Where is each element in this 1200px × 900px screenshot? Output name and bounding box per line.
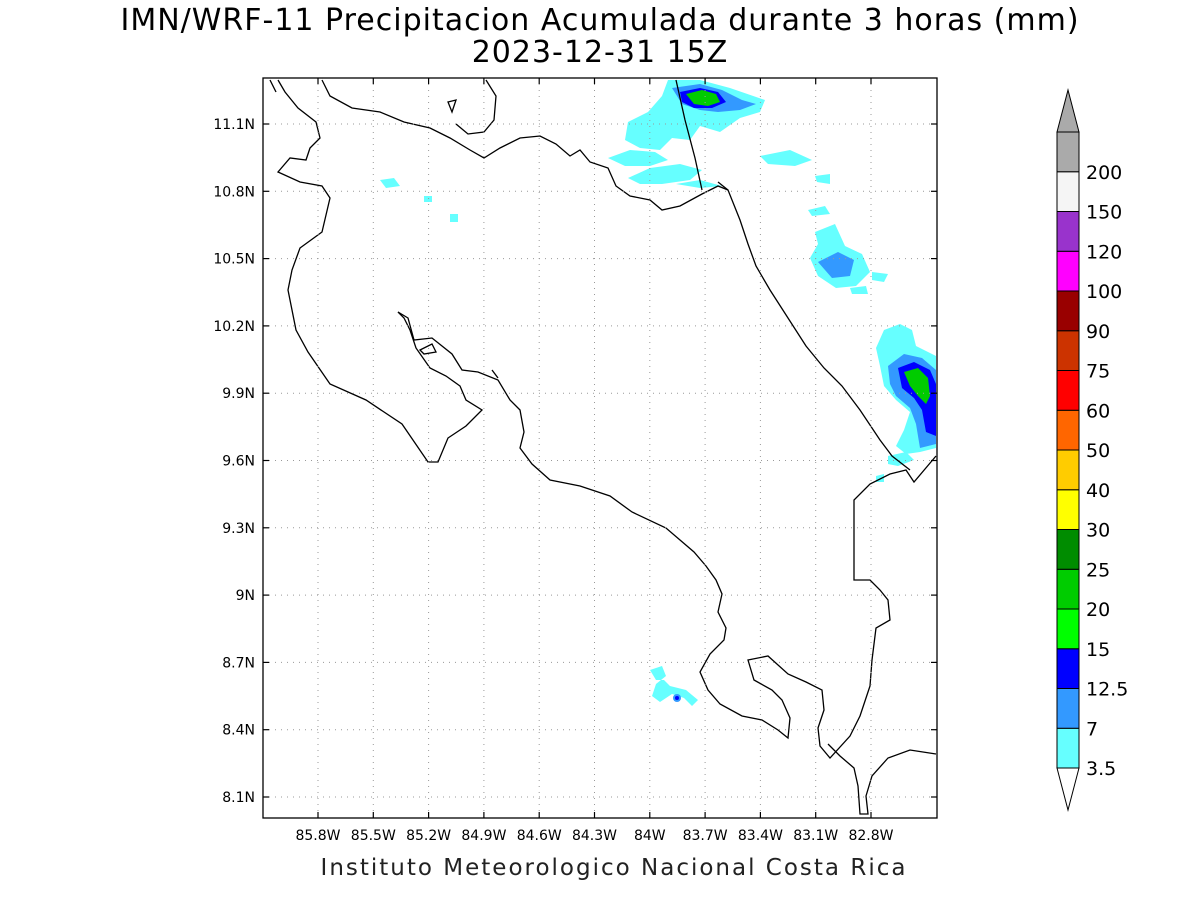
lon-tick-label: 83.1W bbox=[793, 828, 838, 844]
colorbar-lower-arrow bbox=[1056, 767, 1080, 812]
map-frame bbox=[262, 77, 938, 819]
rain-patch bbox=[850, 286, 868, 294]
colorbar-label: 75 bbox=[1086, 361, 1110, 383]
lat-tick-label: 8.7N bbox=[222, 655, 255, 671]
colorbar-label: 3.5 bbox=[1086, 758, 1116, 780]
colorbar-label: 50 bbox=[1086, 440, 1110, 462]
lat-tick-label: 9.6N bbox=[222, 454, 255, 470]
lon-tick-label: 84.6W bbox=[517, 828, 562, 844]
colorbar-swatch bbox=[1056, 290, 1080, 332]
lat-tick-label: 10.2N bbox=[213, 319, 255, 335]
lat-tick-label: 9N bbox=[236, 588, 255, 604]
rain-patch bbox=[450, 214, 458, 222]
lon-tick-label: 85.5W bbox=[351, 828, 396, 844]
rain-patch bbox=[760, 150, 812, 166]
grid-lines bbox=[263, 78, 937, 818]
map-axes: 85.8W 85.5W 85.2W 84.9W 84.6W 84.3W 84W 83.7W 83… bbox=[213, 78, 937, 844]
colorbar-swatch bbox=[1056, 648, 1080, 689]
colorbar-label: 25 bbox=[1086, 559, 1110, 581]
colorbar-swatch bbox=[1056, 489, 1080, 530]
rain-patch bbox=[904, 368, 930, 404]
colorbar-label: 90 bbox=[1086, 321, 1110, 343]
colorbar-label: 120 bbox=[1086, 241, 1122, 263]
colorbar-label: 200 bbox=[1086, 162, 1122, 184]
rain-patch bbox=[888, 452, 914, 466]
lon-tick-label: 84.9W bbox=[461, 828, 506, 844]
colorbar-swatch bbox=[1056, 250, 1080, 292]
lon-tick-label: 84W bbox=[634, 828, 666, 844]
lat-tick-label: 9.9N bbox=[222, 386, 255, 402]
colorbar-swatch bbox=[1056, 330, 1080, 371]
footer-credit: Instituto Meteorologico Nacional Costa R… bbox=[320, 855, 908, 881]
colorbar: 3.5 7 12.5 15 20 25 30 40 50 60 75 90 100 120 150 200 bbox=[1056, 88, 1128, 812]
colorbar-swatch bbox=[1056, 568, 1080, 610]
lat-tick-label: 8.1N bbox=[222, 790, 255, 806]
lat-tick-label: 10.5N bbox=[213, 252, 255, 268]
lat-tick-label: 8.4N bbox=[222, 723, 255, 739]
colorbar-label: 20 bbox=[1086, 599, 1110, 621]
lon-tick-label: 85.8W bbox=[295, 828, 340, 844]
colorbar-label: 60 bbox=[1086, 400, 1110, 422]
rain-patch bbox=[675, 696, 679, 700]
colorbar-label: 12.5 bbox=[1086, 679, 1128, 701]
rain-patch bbox=[380, 178, 400, 188]
colorbar-swatch bbox=[1056, 171, 1080, 212]
map-title: IMN/WRF-11 Precipitacion Acumulada duran… bbox=[120, 3, 1080, 38]
colorbar-label: 40 bbox=[1086, 480, 1110, 502]
colorbar-label: 100 bbox=[1086, 281, 1122, 303]
lon-tick-label: 84.3W bbox=[572, 828, 617, 844]
coastline bbox=[269, 79, 937, 815]
map-date: 2023-12-31 15Z bbox=[471, 35, 729, 70]
colorbar-swatch bbox=[1056, 688, 1080, 729]
rain-patch bbox=[628, 164, 702, 184]
lat-tick-label: 9.3N bbox=[222, 521, 255, 537]
colorbar-swatch bbox=[1056, 370, 1080, 411]
colorbar-swatch bbox=[1056, 608, 1080, 650]
rain-patch bbox=[650, 666, 698, 706]
lon-tick-label: 83.7W bbox=[683, 828, 728, 844]
colorbar-swatch bbox=[1056, 409, 1080, 451]
lon-tick-label: 82.8W bbox=[848, 828, 893, 844]
rain-patch bbox=[808, 206, 830, 216]
precipitation-field bbox=[380, 80, 936, 706]
colorbar-label: 150 bbox=[1086, 202, 1122, 224]
colorbar-swatch bbox=[1056, 529, 1080, 570]
colorbar-upper-arrow bbox=[1056, 88, 1080, 133]
colorbar-swatch bbox=[1056, 449, 1080, 491]
colorbar-label: 30 bbox=[1086, 520, 1110, 542]
rain-patch bbox=[686, 90, 720, 106]
lat-tick-label: 11.1N bbox=[213, 117, 255, 133]
lon-tick-label: 83.4W bbox=[738, 828, 783, 844]
colorbar-label: 7 bbox=[1086, 718, 1098, 740]
colorbar-swatch bbox=[1056, 727, 1080, 769]
rain-patch bbox=[676, 180, 722, 188]
rain-patch bbox=[608, 150, 668, 166]
rain-patch bbox=[872, 272, 888, 282]
lon-tick-label: 85.2W bbox=[406, 828, 451, 844]
colorbar-label: 15 bbox=[1086, 639, 1110, 661]
colorbar-swatch bbox=[1056, 211, 1080, 252]
colorbar-swatch bbox=[1056, 131, 1080, 173]
rain-patch bbox=[424, 196, 432, 202]
lat-tick-label: 10.8N bbox=[213, 184, 255, 200]
rain-patch bbox=[815, 174, 830, 184]
